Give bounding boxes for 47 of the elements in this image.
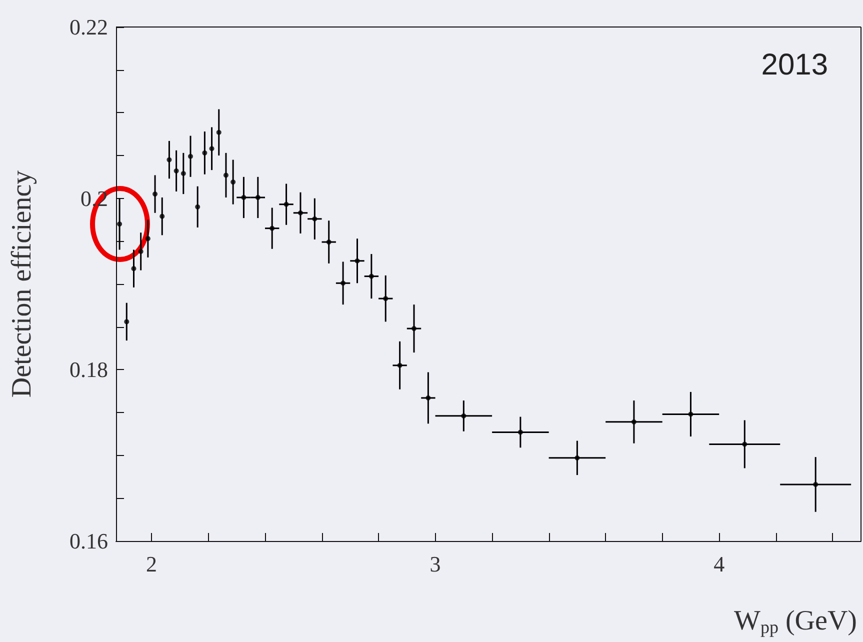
point	[270, 226, 275, 231]
point	[124, 319, 130, 324]
y-tick-label: 0.16	[70, 528, 108, 554]
point	[223, 172, 228, 178]
point	[326, 240, 332, 245]
point	[174, 168, 179, 174]
point	[230, 180, 236, 185]
point	[426, 395, 431, 400]
point	[412, 326, 416, 332]
point	[241, 194, 246, 200]
point	[354, 258, 360, 264]
point	[284, 202, 289, 207]
point	[383, 296, 388, 302]
point	[688, 412, 694, 417]
annotation: 2013	[761, 48, 828, 82]
point	[397, 362, 402, 368]
x-tick-label: 4	[714, 552, 725, 576]
point	[742, 442, 748, 447]
point	[255, 194, 260, 200]
y-tick-label: 0.22	[70, 14, 108, 40]
point	[216, 130, 222, 135]
point	[180, 170, 186, 176]
x-axis-title: Wpp (GeV)	[734, 606, 858, 637]
point	[117, 222, 122, 227]
point	[518, 430, 523, 435]
point	[461, 413, 466, 418]
point	[131, 266, 136, 272]
point	[202, 150, 208, 156]
x-tick-label: 2	[146, 552, 157, 576]
point	[312, 216, 318, 222]
y-tick-label: 0.18	[70, 357, 108, 382]
point	[195, 204, 200, 210]
point	[160, 214, 165, 219]
point	[166, 157, 172, 162]
point	[368, 274, 374, 279]
point	[340, 280, 346, 286]
point	[138, 248, 144, 254]
x-tick-label: 3	[430, 552, 441, 576]
point	[298, 210, 303, 216]
y-axis-title: Detection efficiency	[6, 170, 38, 398]
point	[152, 192, 158, 197]
point	[188, 154, 193, 159]
point	[813, 482, 818, 487]
point	[209, 146, 214, 152]
point	[574, 455, 580, 460]
point	[631, 419, 636, 424]
point	[145, 236, 150, 242]
